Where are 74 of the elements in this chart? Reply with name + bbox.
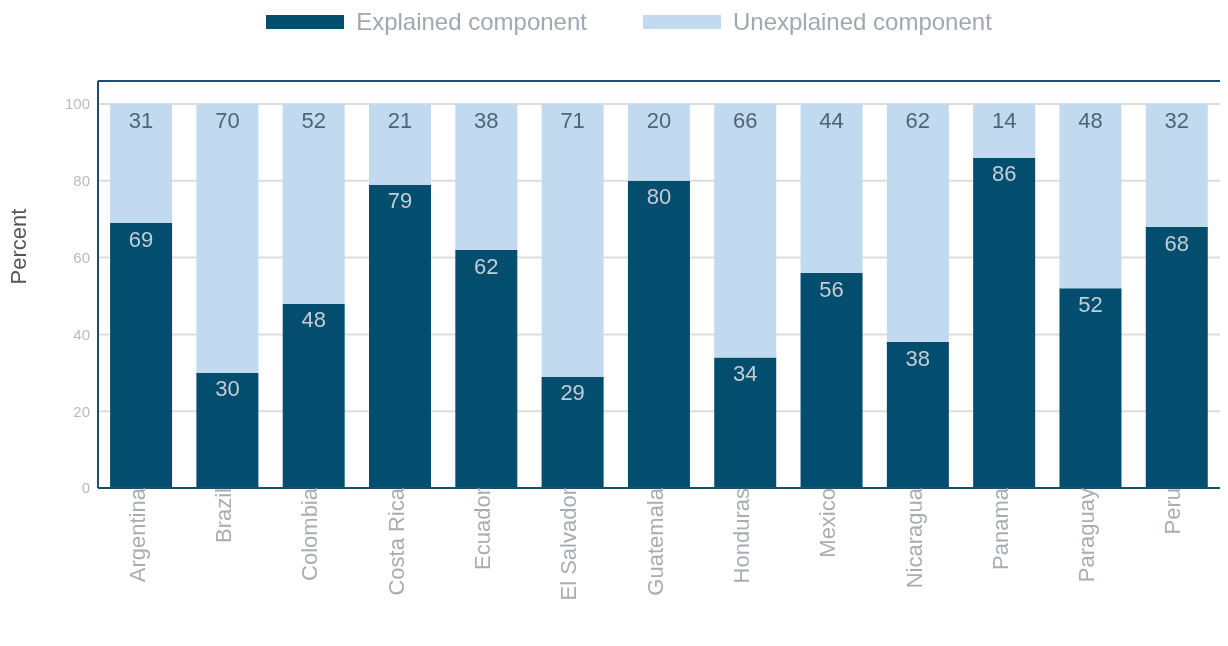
data-label: 66 (732, 107, 758, 133)
data-label: 38 (474, 107, 499, 133)
data-label: 44 (819, 107, 844, 133)
data-label: 52 (301, 107, 326, 133)
bar (282, 303, 345, 488)
data-label: 31 (128, 107, 154, 133)
bar (110, 104, 173, 224)
x-tick-label: Mexico (815, 488, 841, 558)
x-tick-label: Ecuador (470, 488, 495, 570)
bar (714, 104, 777, 358)
bar (973, 104, 1036, 158)
bar (973, 157, 1036, 488)
data-label: 69 (128, 226, 154, 252)
bar (800, 104, 863, 273)
data-label: 52 (1078, 291, 1103, 317)
data-label: 38 (905, 345, 931, 371)
bar (627, 180, 690, 488)
bar (541, 376, 604, 488)
data-label: 79 (387, 188, 413, 214)
bar (196, 104, 259, 373)
x-tick-label: El Salvador (556, 488, 582, 601)
y-axis-title: Percent (5, 208, 31, 285)
x-tick-label: Panama (987, 487, 1013, 570)
data-label: 68 (1164, 230, 1190, 256)
x-tick-label: Costa Rica (383, 487, 409, 596)
data-label: 14 (991, 107, 1017, 133)
data-label: 70 (215, 107, 240, 133)
data-label: 56 (819, 276, 844, 302)
x-tick-label: Nicaragua (901, 487, 927, 589)
legend-label: Explained component (356, 8, 587, 36)
data-label: 62 (474, 253, 499, 279)
bar (541, 104, 604, 377)
data-label: 80 (646, 184, 672, 210)
data-label: 30 (215, 376, 240, 402)
bar (369, 184, 432, 488)
data-label: 48 (1078, 107, 1103, 133)
y-tick-label: 0 (81, 479, 90, 497)
bar (196, 372, 259, 488)
bar (714, 357, 777, 488)
bar (800, 272, 863, 488)
data-label: 34 (732, 361, 758, 387)
bar (369, 104, 432, 185)
x-tick-label: Argentina (124, 487, 150, 583)
y-tick-label: 60 (73, 248, 90, 266)
y-tick-label: 20 (73, 402, 90, 420)
bar (110, 223, 173, 488)
data-label: 71 (560, 107, 585, 133)
bar (455, 249, 518, 488)
bar (282, 104, 345, 304)
x-tick-label: Brazil (211, 488, 237, 544)
bar (627, 104, 690, 181)
bar (886, 104, 949, 343)
y-tick-label: 100 (64, 95, 90, 113)
y-tick-label: 40 (73, 325, 90, 343)
data-label: 29 (560, 380, 585, 406)
x-tick-label: Peru (1160, 488, 1186, 535)
data-label: 86 (991, 161, 1017, 187)
legend-label: Unexplained component (732, 8, 992, 36)
data-label: 32 (1164, 107, 1190, 133)
x-tick-label: Honduras (728, 488, 754, 584)
bar (455, 104, 518, 250)
x-tick-label: Paraguay (1074, 488, 1100, 583)
bar (1059, 104, 1122, 289)
bar (1145, 226, 1208, 488)
data-label: 20 (646, 107, 672, 133)
data-label: 21 (387, 107, 413, 133)
bar (886, 342, 949, 488)
x-tick-label: Guatemala (642, 487, 668, 596)
data-label: 62 (905, 107, 931, 133)
data-label: 48 (301, 307, 326, 333)
x-tick-label: Colombia (297, 487, 323, 581)
bar (1145, 104, 1208, 227)
y-tick-label: 80 (73, 172, 90, 190)
bar (1059, 288, 1122, 488)
